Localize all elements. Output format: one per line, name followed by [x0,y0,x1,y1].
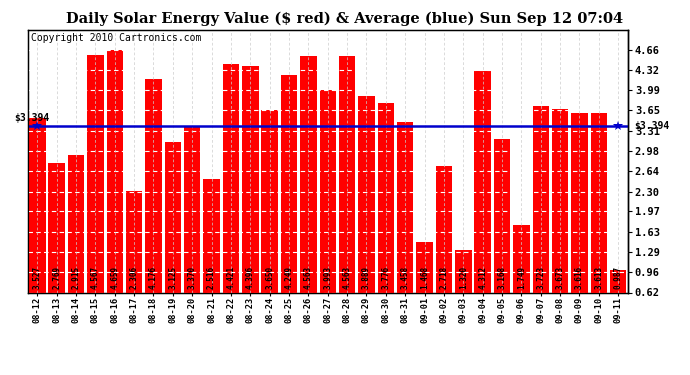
Text: 3.527: 3.527 [33,266,42,290]
Text: 3.889: 3.889 [362,266,371,290]
Text: 3.650: 3.650 [265,266,274,290]
Bar [242,66,259,292]
Bar [204,178,220,292]
Bar [533,106,549,292]
Text: 4.176: 4.176 [149,266,158,290]
Text: 4.563: 4.563 [304,266,313,290]
Text: 4.396: 4.396 [246,266,255,290]
Text: 4.659: 4.659 [110,266,119,290]
Bar [48,164,65,292]
Text: 1.320: 1.320 [459,266,468,290]
Bar [87,56,104,292]
Bar [416,242,433,292]
Text: 2.915: 2.915 [72,266,81,290]
Bar [300,56,317,292]
Bar [435,166,452,292]
Text: 4.421: 4.421 [226,266,235,290]
Text: 2.306: 2.306 [130,266,139,290]
Bar [319,90,336,292]
Bar [475,71,491,292]
Bar [223,64,239,292]
Bar [106,50,123,292]
Bar [145,79,161,292]
Bar [29,118,46,292]
Bar [513,225,530,292]
Text: Copyright 2010 Cartronics.com: Copyright 2010 Cartronics.com [30,33,201,43]
Text: 3.776: 3.776 [382,266,391,290]
Bar [610,270,627,292]
Text: $3.394: $3.394 [14,114,49,123]
Text: 3.370: 3.370 [188,266,197,290]
Text: 3.673: 3.673 [555,266,564,290]
Text: 3.616: 3.616 [575,266,584,290]
Text: 2.769: 2.769 [52,266,61,290]
Bar [165,142,181,292]
Text: 4.567: 4.567 [91,266,100,290]
Text: 1.749: 1.749 [517,266,526,290]
Text: 3.993: 3.993 [323,266,333,290]
Text: 4.249: 4.249 [284,266,293,290]
Text: 4.563: 4.563 [343,266,352,290]
Text: Daily Solar Energy Value ($ red) & Average (blue) Sun Sep 12 07:04: Daily Solar Energy Value ($ red) & Avera… [66,11,624,26]
Text: 4.312: 4.312 [478,266,487,290]
Bar [571,112,588,292]
Bar [184,127,200,292]
Text: 2.718: 2.718 [440,266,449,290]
Bar [358,96,375,292]
Text: 3.168: 3.168 [497,266,506,290]
Text: 1.468: 1.468 [420,266,429,290]
Bar [455,251,471,292]
Bar [262,111,278,292]
Bar [281,75,297,292]
Bar [126,191,142,292]
Text: 3.125: 3.125 [168,266,177,290]
Bar [494,140,511,292]
Bar [68,154,84,292]
Bar [397,122,413,292]
Bar [552,109,569,292]
Text: 0.987: 0.987 [613,266,622,290]
Text: 3.613: 3.613 [594,266,603,290]
Text: 3.723: 3.723 [536,266,545,290]
Bar [339,56,355,292]
Text: $3.394: $3.394 [634,121,669,131]
Text: 2.516: 2.516 [207,266,216,290]
Bar [591,113,607,292]
Text: 3.458: 3.458 [401,266,410,290]
Bar [377,103,394,292]
